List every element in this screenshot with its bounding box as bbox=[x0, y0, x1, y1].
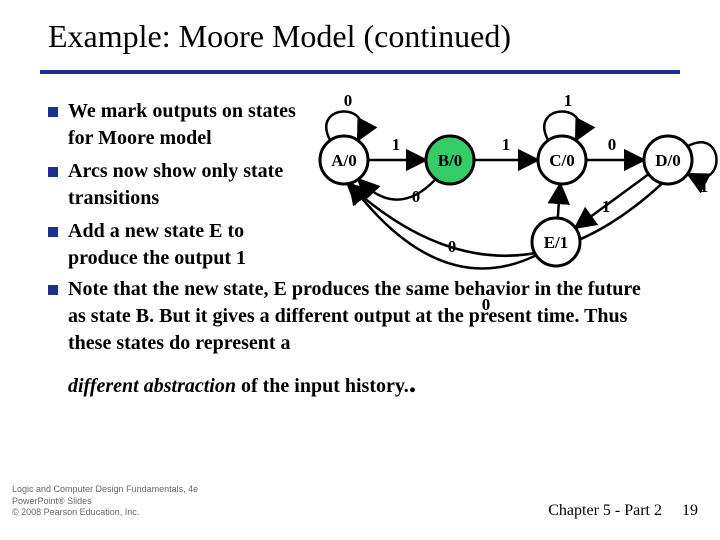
svg-text:E/1: E/1 bbox=[544, 233, 569, 252]
bullet-square-icon bbox=[48, 285, 58, 295]
footer-line: © 2008 Pearson Education, Inc. bbox=[12, 507, 198, 518]
svg-text:0: 0 bbox=[344, 94, 353, 110]
page-number: 19 bbox=[682, 502, 698, 519]
svg-text:A/0: A/0 bbox=[331, 151, 357, 170]
svg-text:0: 0 bbox=[412, 187, 421, 206]
tail-rest: of the input history. bbox=[236, 375, 409, 397]
list-item: Arcs now show only state transitions bbox=[48, 158, 308, 212]
svg-text:1: 1 bbox=[392, 135, 401, 154]
svg-text:1: 1 bbox=[564, 94, 573, 110]
bullet-text: Arcs now show only state transitions bbox=[68, 158, 308, 212]
italic-phrase: different abstraction bbox=[68, 375, 236, 397]
list-item: We mark outputs on states for Moore mode… bbox=[48, 98, 308, 152]
svg-text:0: 0 bbox=[608, 135, 617, 154]
svg-text:B/0: B/0 bbox=[438, 151, 463, 170]
state-diagram: 0 1 1 1 0 1 0 1 0 0 A/0 B/0 C/0 D/0 E/1 bbox=[300, 94, 720, 314]
bullet-text: We mark outputs on states for Moore mode… bbox=[68, 98, 308, 152]
bullet-square-icon bbox=[48, 227, 58, 237]
title-underline bbox=[40, 70, 680, 74]
bullet-square-icon bbox=[48, 167, 58, 177]
svg-text:D/0: D/0 bbox=[655, 151, 681, 170]
bullet-text: Add a new state E to produce the output … bbox=[68, 218, 308, 272]
state-diagram-svg: 0 1 1 1 0 1 0 1 0 0 A/0 B/0 C/0 D/0 E/1 bbox=[300, 94, 720, 314]
footer-chapter: Chapter 5 - Part 2 19 bbox=[548, 502, 698, 520]
bullet-list: We mark outputs on states for Moore mode… bbox=[48, 98, 308, 278]
svg-text:1: 1 bbox=[602, 197, 611, 216]
svg-text:0: 0 bbox=[482, 295, 491, 314]
bullet-square-icon bbox=[48, 107, 58, 117]
footer-copyright: Logic and Computer Design Fundamentals, … bbox=[12, 484, 198, 518]
chapter-label: Chapter 5 - Part 2 bbox=[548, 502, 662, 519]
svg-text:C/0: C/0 bbox=[549, 151, 575, 170]
list-item: Add a new state E to produce the output … bbox=[48, 218, 308, 272]
footer-line: PowerPoint® Slides bbox=[12, 496, 198, 507]
footer-line: Logic and Computer Design Fundamentals, … bbox=[12, 484, 198, 495]
slide-title: Example: Moore Model (continued) bbox=[48, 18, 511, 55]
svg-text:0: 0 bbox=[448, 237, 457, 256]
bullet-tail: different abstraction of the input histo… bbox=[68, 363, 648, 404]
svg-text:1: 1 bbox=[502, 135, 511, 154]
svg-text:1: 1 bbox=[700, 177, 709, 196]
